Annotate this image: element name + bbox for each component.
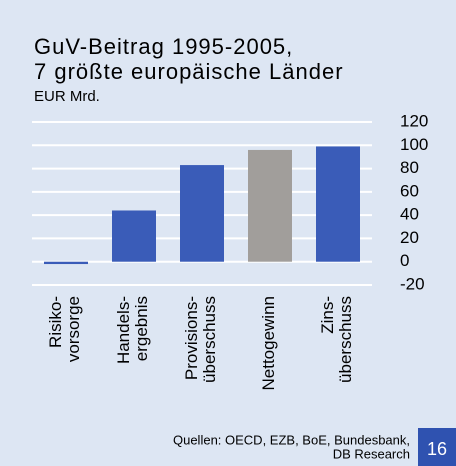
bar (316, 146, 360, 262)
source: DB Research (333, 446, 410, 461)
chart-title: 7 größte europäische Länder (34, 59, 344, 84)
y-tick-label: 120 (400, 111, 428, 130)
page-number: 16 (427, 439, 447, 459)
y-tick-label: 40 (400, 205, 419, 224)
y-tick-label: 0 (400, 251, 409, 270)
y-tick-label: 100 (400, 135, 428, 154)
x-tick-label: Nettogewinn (259, 296, 278, 391)
x-tick-label: Provisions-überschuss (182, 296, 219, 383)
bar (180, 165, 224, 262)
x-tick-label: Handels-ergebnis (114, 296, 151, 364)
y-tick-label: 20 (400, 228, 419, 247)
chart-subtitle: EUR Mrd. (34, 88, 100, 105)
y-tick-label: -20 (400, 274, 425, 293)
y-tick-label: 60 (400, 181, 419, 200)
x-tick-label: Risiko-vorsorge (46, 296, 83, 362)
bar (248, 149, 292, 262)
page-badge (418, 428, 456, 466)
x-tick-label: Zins-überschuss (318, 296, 355, 383)
source: Quellen: OECD, EZB, BoE, Bundesbank, (173, 432, 410, 447)
chart-title: GuV-Beitrag 1995-2005, (34, 34, 293, 59)
y-tick-label: 80 (400, 158, 419, 177)
bar (44, 261, 88, 265)
bar (112, 210, 156, 262)
